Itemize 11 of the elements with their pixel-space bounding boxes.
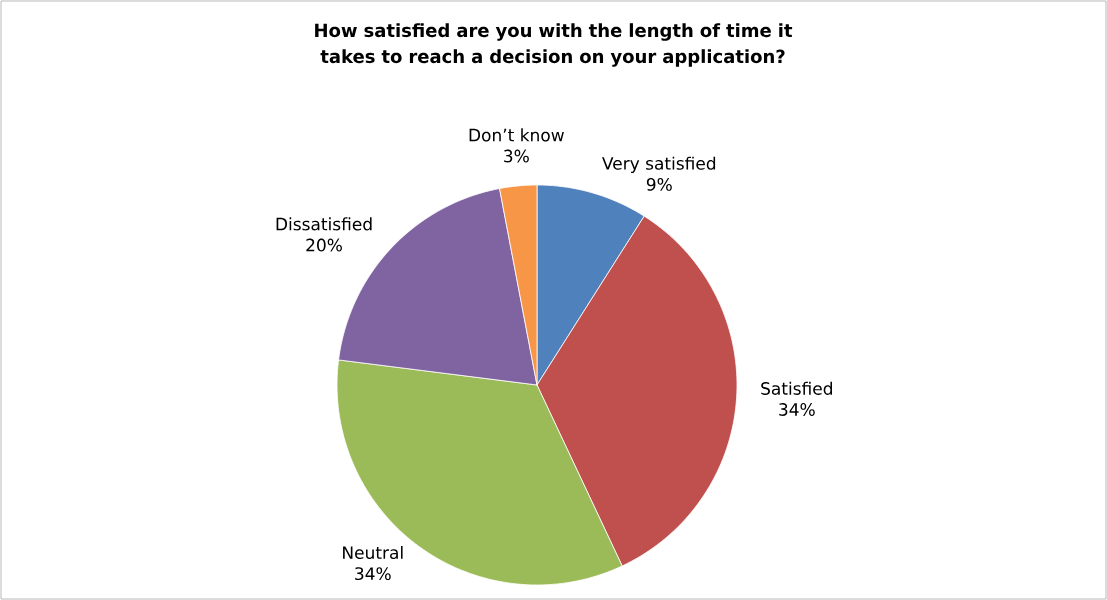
slice-label: Don’t know <box>469 128 564 142</box>
data-label: 20% <box>306 238 342 252</box>
data-label: 3% <box>504 149 529 163</box>
slice-label: Very satisfied <box>602 156 716 174</box>
chart-title: How satisfied are you with the length of time it takes to reach a decision on your application? <box>315 23 793 67</box>
slice-label: Satisfied <box>761 381 832 395</box>
data-label: 9% <box>646 177 672 191</box>
slice-label: Neutral <box>343 545 403 560</box>
slice-label: Dissatisfied <box>276 217 372 231</box>
data-label: 34% <box>779 403 815 416</box>
data-label: 34% <box>355 567 391 581</box>
